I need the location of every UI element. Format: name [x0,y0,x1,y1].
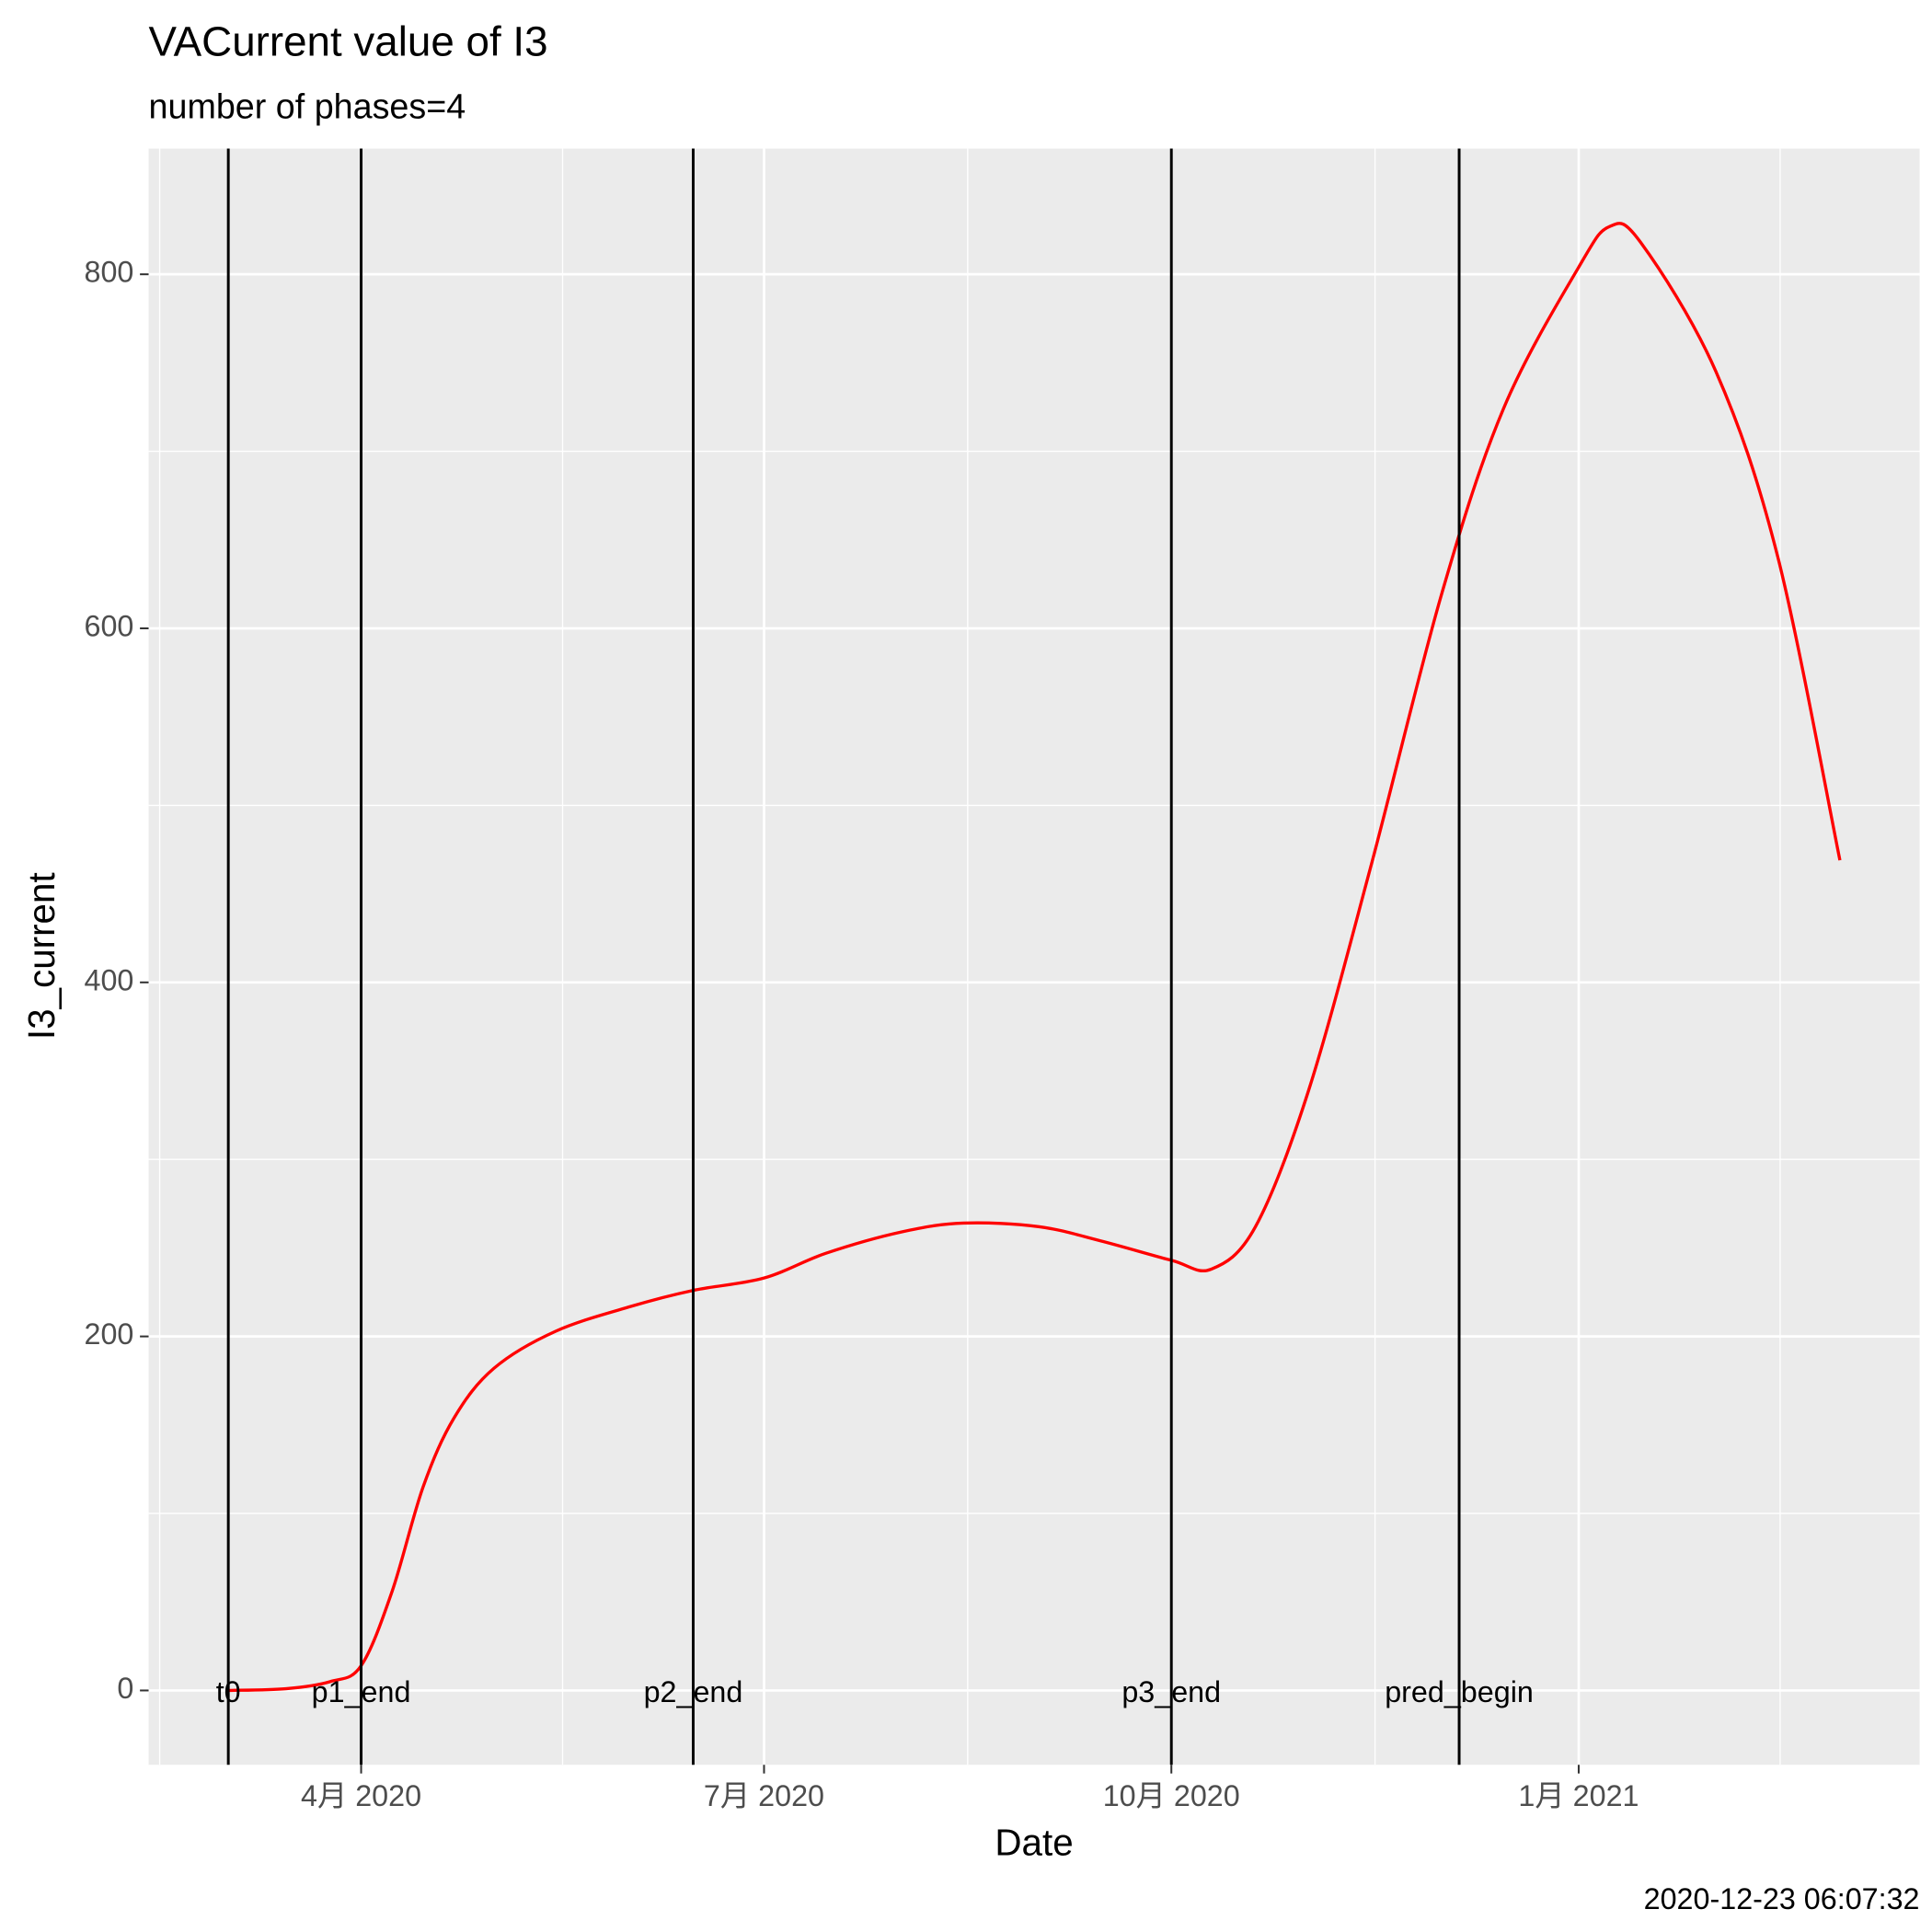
y-tick-label: 0 [117,1672,133,1705]
chart-title: VACurrent value of I3 [149,18,548,65]
x-tick-label: 7月 2020 [704,1779,824,1812]
phase-label: p2_end [644,1675,743,1708]
x-tick-label: 1月 2021 [1518,1779,1639,1812]
x-tick-label: 4月 2020 [301,1779,421,1812]
phase-label: pred_begin [1385,1675,1534,1708]
x-tick-label: 10月 2020 [1103,1779,1240,1812]
marks: t0 p1_end p2_end p3_end pred_begin [216,148,1842,1765]
phase-label: t0 [216,1675,241,1708]
data-line [228,222,1842,1693]
panel [148,148,1920,1765]
y-axis-title: I3_current [20,872,63,1040]
caption: 2020-12-23 06:07:32 [1644,1882,1920,1915]
chart-subtitle: number of phases=4 [149,86,466,125]
y-tick-label: 800 [84,256,133,289]
y-tick-label: 400 [84,963,133,996]
phase-label: p1_end [312,1675,411,1708]
y-tick-label: 600 [84,610,133,643]
y-tick-label: 200 [84,1317,133,1351]
x-axis-title: Date [995,1821,1073,1863]
phase-label: p3_end [1121,1675,1221,1708]
